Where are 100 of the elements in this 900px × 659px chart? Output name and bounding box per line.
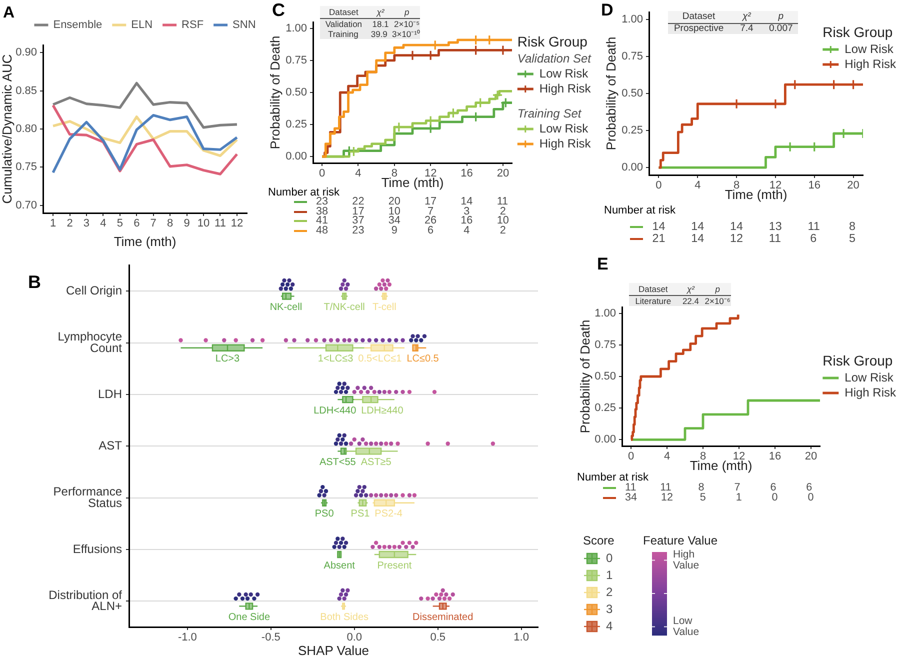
- y-tick-label: 0.50: [594, 370, 616, 383]
- text: Dataset: [638, 284, 669, 294]
- x-tick-label: 2: [66, 218, 73, 230]
- annotation: LDH<440: [314, 405, 357, 416]
- annotation: PS0: [314, 508, 334, 520]
- legend-title: Risk Group: [517, 33, 588, 50]
- legend-label: Low Risk: [539, 121, 590, 136]
- text: Dataset: [328, 7, 360, 17]
- y-tick-label: AST: [98, 438, 123, 453]
- x-tick-label: 7: [150, 218, 156, 230]
- annotation: AST<55: [319, 456, 356, 468]
- annotation: AST≥5: [360, 456, 392, 468]
- legend-label: 1: [606, 568, 613, 582]
- x-tick-label: 8: [733, 180, 740, 192]
- x-tick-label: 9: [184, 218, 190, 230]
- annotation: 7.4: [739, 23, 754, 34]
- x-tick-label: 10: [197, 218, 210, 230]
- legend-label: High Risk: [844, 56, 897, 71]
- text: 34 12 5 1 0 0: [625, 492, 814, 504]
- annotation: Disseminated: [412, 612, 474, 623]
- chart-title: A: [3, 4, 15, 22]
- x-tick-label: 1.0: [514, 632, 529, 644]
- text: 22.4: [681, 296, 700, 306]
- y-axis-title: Probability of Death: [267, 36, 282, 150]
- y-tick-label: Performance Status: [53, 484, 122, 510]
- annotation: 3×10⁻¹⁰: [392, 29, 420, 39]
- y-tick-label: 0.00: [594, 434, 616, 446]
- y-tick-label: 0.75: [16, 161, 37, 174]
- annotation: 0.5<LC≤1: [358, 354, 402, 365]
- x-tick-label: 4: [100, 218, 106, 230]
- y-tick-label: 1.00: [286, 22, 307, 34]
- text: 21 14 12 11 6 5: [652, 232, 856, 246]
- legend-label: RSF: [182, 19, 204, 32]
- y-axis-title: Probability of Death: [577, 320, 592, 434]
- legend-label: Low Risk: [844, 42, 894, 56]
- chart-title: C: [272, 0, 285, 20]
- annotation: T-cell: [372, 302, 396, 313]
- text: 2×10⁻⁶: [704, 296, 731, 306]
- y-tick-label: LDH: [98, 386, 122, 401]
- annotation: LDH≥440: [361, 405, 404, 416]
- chart-title: E: [597, 254, 608, 274]
- annotation: Present: [377, 560, 412, 572]
- annotation: Prospective: [672, 23, 725, 34]
- y-tick-label: Lymphocyte Count: [58, 330, 123, 355]
- text: χ²: [686, 284, 696, 294]
- text: Number at risk: [577, 472, 649, 484]
- x-tick-label: 4: [355, 168, 362, 180]
- text: χ²: [375, 7, 386, 17]
- text: Number at risk: [268, 186, 340, 198]
- annotation: 1<LC≤3: [318, 354, 354, 365]
- text: Literature: [634, 296, 672, 306]
- x-tick-label: 0.5: [430, 632, 446, 644]
- x-tick-label: 20: [847, 180, 860, 192]
- legend-label: High Risk: [539, 81, 592, 96]
- text: p: [714, 284, 721, 294]
- y-tick-label: 0.00: [286, 150, 307, 163]
- annotation: One Side: [228, 612, 270, 623]
- legend-title: Score: [583, 533, 615, 548]
- annotation: LC>3: [215, 354, 240, 365]
- text: 38 17 10 7 3 2: [316, 205, 506, 218]
- y-tick-label: 0.75: [594, 338, 616, 351]
- x-tick-label: 11: [214, 218, 226, 230]
- y-tick-label: 0.75: [286, 54, 307, 66]
- text: Training Set: [517, 106, 582, 120]
- legend-title: Risk Group: [822, 24, 893, 40]
- legend-label: Ensemble: [53, 19, 102, 32]
- x-tick-label: 8: [700, 450, 706, 463]
- x-tick-label: 16: [768, 450, 782, 463]
- annotation: 0.007: [768, 23, 794, 34]
- annotation: NK-cell: [270, 302, 302, 313]
- legend-label: High Risk: [539, 136, 592, 150]
- y-tick-label: 0.90: [16, 46, 37, 59]
- annotation: Absent: [324, 560, 356, 572]
- annotation: T/NK-cell: [324, 302, 365, 313]
- x-tick-label: -0.5: [261, 632, 280, 644]
- x-tick-label: 8: [167, 218, 174, 230]
- y-tick-label: 0.70: [16, 199, 37, 212]
- y-tick-label: Distribution of ALN+: [48, 588, 123, 614]
- x-tick-label: 4: [694, 180, 701, 192]
- annotation: Validation: [324, 19, 364, 29]
- x-tick-label: 0: [318, 168, 326, 180]
- annotation: Dataset: [681, 11, 716, 22]
- text: 11 11 8 7 6 6: [625, 482, 812, 494]
- text: Validation Set: [517, 51, 592, 66]
- text: p: [403, 7, 410, 17]
- annotation: 39.9: [370, 29, 388, 39]
- text: 23 22 20 17 14 11: [316, 196, 508, 208]
- y-axis-title: Probability of Death: [603, 36, 618, 150]
- x-tick-label: 20: [804, 450, 818, 463]
- legend-title: Risk Group: [822, 352, 893, 368]
- x-tick-label: 0: [628, 450, 634, 463]
- annotation: PS2-4: [374, 508, 403, 520]
- x-tick-label: 8: [391, 168, 398, 180]
- y-tick-label: 0.50: [622, 88, 643, 100]
- legend-label: High Risk: [844, 385, 897, 400]
- y-tick-label: Effusions: [72, 542, 122, 556]
- legend-label: Low Risk: [844, 370, 894, 384]
- y-tick-label: 0.50: [286, 86, 307, 99]
- y-tick-label: 1.00: [594, 307, 616, 320]
- y-tick-label: 0.75: [622, 50, 643, 62]
